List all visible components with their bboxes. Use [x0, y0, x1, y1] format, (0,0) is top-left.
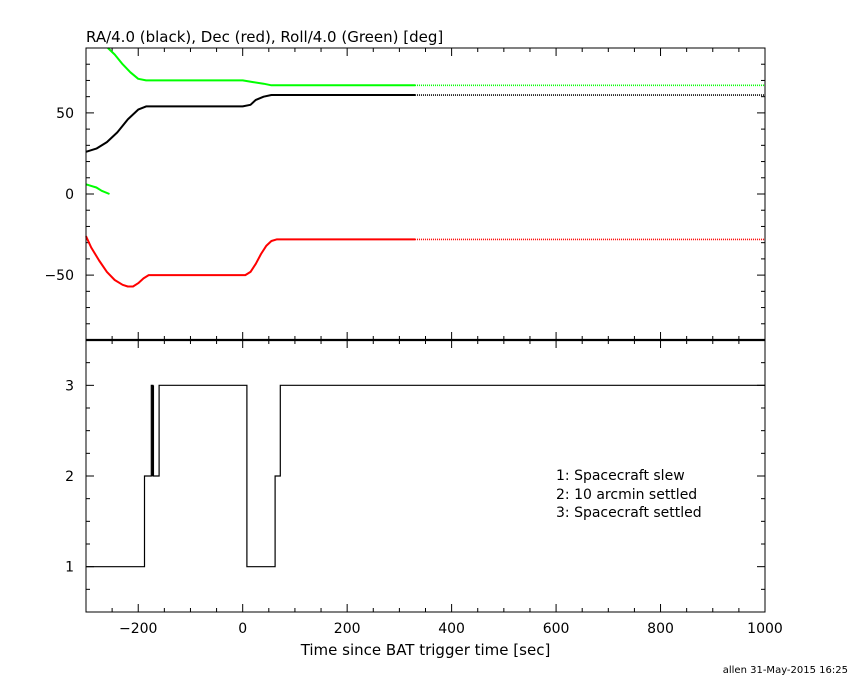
x-tick-label: 800 [647, 621, 674, 637]
x-tick-label: 1000 [747, 621, 783, 637]
x-tick-label: −200 [119, 621, 157, 637]
series-line-2 [107, 47, 416, 87]
x-tick-label: 0 [238, 621, 247, 637]
attitude-series [85, 47, 765, 288]
bot-y-tick-label: 1 [65, 560, 74, 576]
top-y-tick-label: 0 [65, 187, 74, 203]
settled-ticks: 1 2 3 −200 0 200 400 600 800 1000 [65, 339, 783, 637]
bot-y-tick-label: 3 [65, 378, 74, 394]
settled-series [86, 384, 765, 568]
top-y-tick-label: 50 [56, 106, 74, 122]
attitude-ticks: −50 0 50 [44, 47, 766, 340]
x-tick-label: 200 [334, 621, 361, 637]
x-tick-label: 400 [438, 621, 465, 637]
x-axis-label: Time since BAT trigger time [sec] [300, 641, 551, 659]
legend-entry-settled: 3: Spacecraft settled [556, 505, 702, 521]
attitude-frame [85, 47, 766, 341]
chart-title: RA/4.0 (black), Dec (red), Roll/4.0 (Gre… [86, 28, 443, 46]
legend-entry-10arcmin: 2: 10 arcmin settled [556, 487, 697, 503]
series-line-2 [85, 183, 110, 195]
top-y-tick-label: −50 [44, 268, 74, 284]
legend-entry-slew: 1: Spacecraft slew [556, 468, 685, 484]
series-line-0 [85, 94, 416, 153]
x-tick-label: 600 [543, 621, 570, 637]
settled-step-line [86, 384, 765, 568]
attitude-panel: RA/4.0 (black), Dec (red), Roll/4.0 (Gre… [44, 28, 766, 341]
settled-status-panel: 1 2 3 −200 0 200 400 600 800 1000 1: Spacecraft s… [65, 339, 783, 659]
series-line-1 [85, 235, 416, 288]
footer-stamp: allen 31-May-2015 16:25 [723, 665, 848, 676]
bot-y-tick-label: 2 [65, 469, 74, 485]
